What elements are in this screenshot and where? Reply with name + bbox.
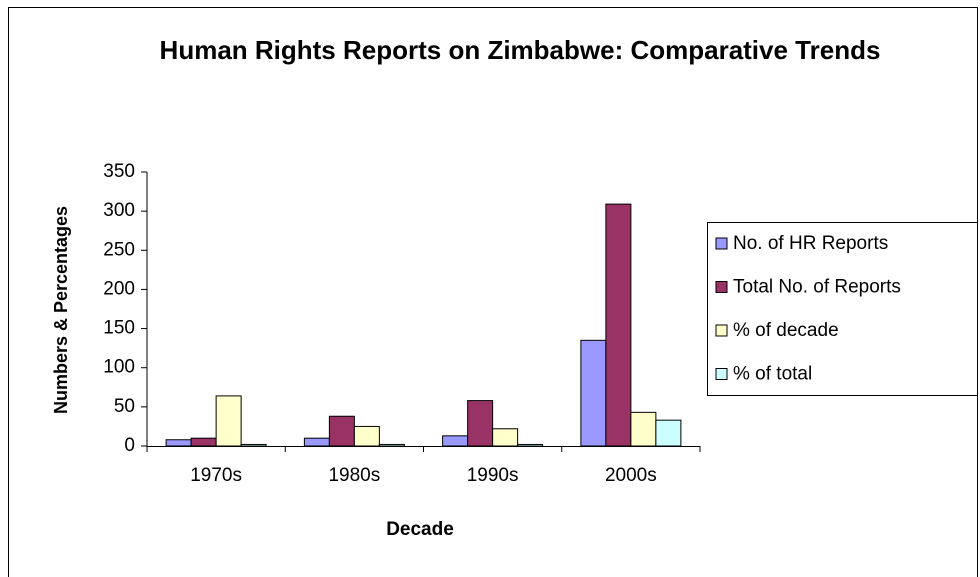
y-tick-label: 50 [114,396,135,417]
y-tick-label: 200 [103,278,135,299]
y-tick-label: 100 [103,357,135,378]
legend-box [707,222,978,396]
bar [240,443,267,447]
bar [190,437,217,447]
bar [303,437,330,447]
legend-swatch [715,324,728,337]
legend-swatch [715,281,728,293]
bar [580,339,607,447]
x-tick-label: 1980s [328,465,380,486]
y-tick-label: 350 [103,161,135,182]
legend-label: No. of HR Reports [733,233,888,254]
x-axis-label: Decade [386,519,454,540]
y-tick-label: 250 [103,239,135,260]
bar [215,395,242,447]
bar [492,428,519,447]
bar [467,400,494,447]
y-axis-label: Numbers & Percentages [51,206,71,414]
y-tick-label: 150 [103,318,135,339]
legend-swatch [715,368,728,380]
bar [655,419,682,447]
bar [328,415,355,447]
bar [605,203,632,447]
legend-label: % of decade [733,320,839,341]
bar [165,439,192,447]
x-tick-label: 1990s [467,465,519,486]
bar [630,411,657,447]
x-tick-label: 2000s [605,465,657,486]
legend-label: Total No. of Reports [733,277,901,298]
x-tick-label: 1970s [190,465,242,486]
bar [378,443,405,447]
bar [442,435,469,447]
y-tick-label: 300 [103,200,135,221]
bar [353,425,380,447]
bar [517,443,544,447]
legend-label: % of total [733,364,812,385]
y-tick-label: 0 [124,435,135,456]
chart-title: Human Rights Reports on Zimbabwe: Compar… [159,35,881,65]
legend-swatch [715,237,728,250]
